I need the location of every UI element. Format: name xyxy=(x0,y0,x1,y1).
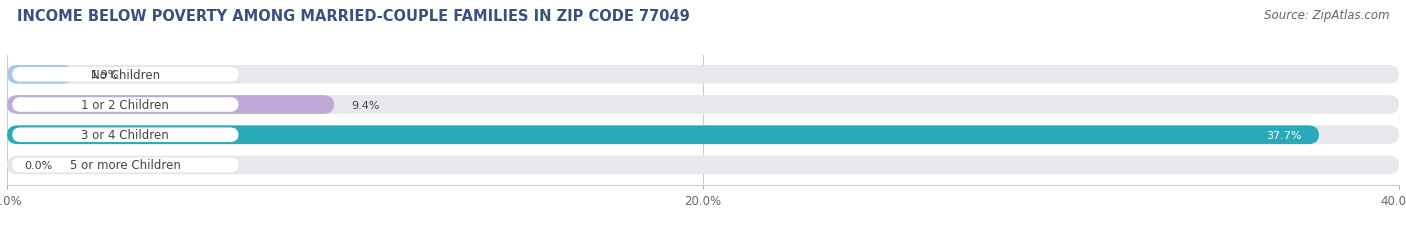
FancyBboxPatch shape xyxy=(7,66,73,84)
Text: No Children: No Children xyxy=(91,69,160,82)
Text: 5 or more Children: 5 or more Children xyxy=(70,159,181,172)
Text: 0.0%: 0.0% xyxy=(24,160,52,170)
Text: 1 or 2 Children: 1 or 2 Children xyxy=(82,99,169,112)
Text: 1.9%: 1.9% xyxy=(90,70,120,80)
FancyBboxPatch shape xyxy=(7,96,1399,114)
Text: 37.7%: 37.7% xyxy=(1265,130,1302,140)
FancyBboxPatch shape xyxy=(13,128,239,143)
Text: 9.4%: 9.4% xyxy=(352,100,380,110)
Text: Source: ZipAtlas.com: Source: ZipAtlas.com xyxy=(1264,9,1389,22)
Text: INCOME BELOW POVERTY AMONG MARRIED-COUPLE FAMILIES IN ZIP CODE 77049: INCOME BELOW POVERTY AMONG MARRIED-COUPL… xyxy=(17,9,689,24)
FancyBboxPatch shape xyxy=(7,126,1319,144)
FancyBboxPatch shape xyxy=(13,68,239,82)
Text: 3 or 4 Children: 3 or 4 Children xyxy=(82,129,169,142)
FancyBboxPatch shape xyxy=(13,98,239,112)
FancyBboxPatch shape xyxy=(7,126,1399,144)
FancyBboxPatch shape xyxy=(13,158,239,173)
FancyBboxPatch shape xyxy=(7,66,1399,84)
FancyBboxPatch shape xyxy=(7,156,1399,175)
FancyBboxPatch shape xyxy=(7,96,335,114)
